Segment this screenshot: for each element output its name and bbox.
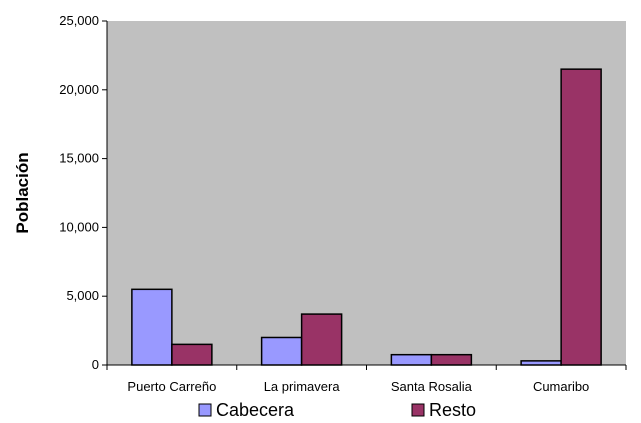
y-axis-ticks: 0 5,000 10,000 15,000 20,000 25,000: [59, 13, 107, 372]
bar-resto-0: [171, 343, 213, 366]
bars: [131, 68, 602, 366]
y-tick-label: 20,000: [59, 82, 99, 97]
x-axis-labels: Puerto Carreño La primavera Santa Rosalia C…: [106, 365, 627, 394]
y-tick-label: 5,000: [66, 288, 99, 303]
bar-resto-1: [300, 313, 343, 366]
bar-resto-3: [560, 68, 602, 366]
x-category-label: Cumaribo: [533, 379, 589, 394]
bar-cabecera-3: [520, 360, 562, 366]
x-category-label: Santa Rosalia: [391, 379, 473, 394]
bar-resto-2: [430, 353, 473, 366]
legend-swatch-resto: [411, 403, 425, 417]
legend: Cabecera Resto: [198, 400, 476, 420]
y-axis-label: Población: [13, 152, 32, 233]
x-category-label: Puerto Carreño: [127, 379, 216, 394]
bar-cabecera-2: [390, 353, 433, 366]
x-category-label: La primavera: [264, 379, 341, 394]
bar-cabecera-1: [260, 336, 303, 366]
plot-area: [107, 21, 626, 365]
y-tick-label: 25,000: [59, 13, 99, 28]
y-tick-label: 10,000: [59, 219, 99, 234]
legend-label-cabecera: Cabecera: [216, 400, 295, 420]
legend-swatch-cabecera: [198, 403, 212, 417]
y-tick-label: 15,000: [59, 151, 99, 166]
y-tick-label: 0: [92, 357, 99, 372]
legend-label-resto: Resto: [429, 400, 476, 420]
bar-cabecera-0: [131, 288, 173, 366]
